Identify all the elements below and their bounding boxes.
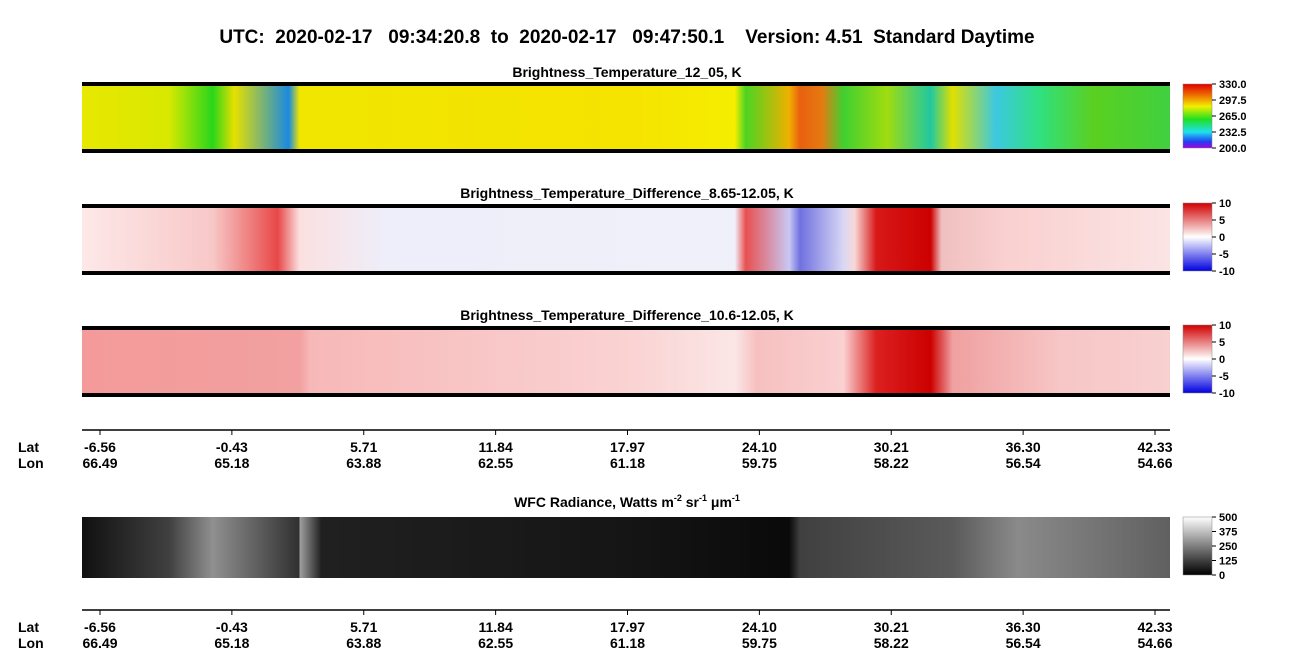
panel-image (82, 517, 1170, 578)
colorbar-label: 10 (1219, 198, 1231, 210)
lon-value: 54.66 (1137, 635, 1172, 651)
panel-title: Brightness_Temperature_Difference_8.65-1… (460, 185, 794, 201)
colorbar-label: 0 (1219, 232, 1225, 244)
lon-value: 62.55 (478, 635, 513, 651)
title-part: -1 (732, 493, 740, 503)
lat-value: 30.21 (874, 439, 909, 455)
lon-value: 62.55 (478, 455, 513, 471)
lat-value: 42.33 (1137, 619, 1172, 635)
lat-value: 17.97 (610, 619, 645, 635)
colorbar (1182, 83, 1213, 149)
colorbar-label: 250 (1219, 541, 1237, 553)
scan-border (82, 204, 1170, 208)
lat-value: 36.30 (1006, 619, 1041, 635)
colorbar (1182, 324, 1213, 394)
lon-value: 58.22 (874, 635, 909, 651)
scan-border (82, 393, 1170, 397)
lat-value: -0.43 (216, 619, 248, 635)
lat-label: Lat (18, 439, 39, 455)
colorbar-label: -5 (1219, 371, 1229, 383)
colorbar-label: 232.5 (1219, 127, 1247, 139)
colorbar-label: 5 (1219, 215, 1225, 227)
title-part: -2 (674, 493, 682, 503)
lon-value: 63.88 (346, 455, 381, 471)
lon-value: 66.49 (82, 635, 117, 651)
lon-value: 65.18 (214, 635, 249, 651)
colorbar-label: -10 (1219, 388, 1235, 400)
lat-value: 24.10 (742, 439, 777, 455)
colorbar-label: -5 (1219, 249, 1229, 261)
lon-value: 61.18 (610, 635, 645, 651)
lon-label: Lon (18, 455, 44, 471)
lon-value: 61.18 (610, 455, 645, 471)
lat-value: 36.30 (1006, 439, 1041, 455)
colorbar-label: 265.0 (1219, 111, 1247, 123)
lon-value: 56.54 (1006, 455, 1041, 471)
lon-value: 65.18 (214, 455, 249, 471)
lat-value: 24.10 (742, 619, 777, 635)
panel-title: Brightness_Temperature_Difference_10.6-1… (460, 307, 794, 323)
lat-value: -0.43 (216, 439, 248, 455)
lat-label: Lat (18, 619, 39, 635)
lat-value: 42.33 (1137, 439, 1172, 455)
colorbar-label: 375 (1219, 527, 1237, 539)
colorbar (1182, 516, 1213, 576)
lat-value: 11.84 (478, 619, 512, 635)
scan-border (82, 271, 1170, 275)
lat-value: 5.71 (350, 439, 377, 455)
panel-image (82, 208, 1170, 271)
lat-value: 17.97 (610, 439, 645, 455)
lon-value: 58.22 (874, 455, 909, 471)
lat-value: 30.21 (874, 619, 909, 635)
panel-image (82, 330, 1170, 393)
scan-border (82, 149, 1170, 153)
colorbar-label: 0 (1219, 570, 1225, 582)
colorbar-label: 200.0 (1219, 143, 1247, 155)
colorbar-label: 0 (1219, 354, 1225, 366)
scan-border (82, 326, 1170, 330)
colorbar-label: -10 (1219, 266, 1235, 278)
panel-title: Brightness_Temperature_12_05, K (512, 64, 741, 80)
title-part: μm (707, 494, 732, 510)
lat-value: 5.71 (350, 619, 377, 635)
lat-value: -6.56 (84, 439, 116, 455)
title-part: -1 (699, 493, 707, 503)
colorbar-label: 125 (1219, 556, 1237, 568)
lat-value: -6.56 (84, 619, 116, 635)
lon-value: 59.75 (742, 635, 777, 651)
colorbar (1182, 202, 1213, 272)
colorbar-label: 500 (1219, 512, 1237, 524)
colorbar-label: 330.0 (1219, 79, 1247, 91)
lon-value: 56.54 (1006, 635, 1041, 651)
panel-title: WFC Radiance, Watts m-2 sr-1 μm-1 (514, 493, 740, 510)
lat-value: 11.84 (478, 439, 512, 455)
lon-value: 54.66 (1137, 455, 1172, 471)
lon-value: 59.75 (742, 455, 777, 471)
title-part: WFC Radiance, Watts m (514, 494, 674, 510)
lon-label: Lon (18, 635, 44, 651)
title-part: sr (682, 494, 700, 510)
panel-image (82, 86, 1170, 149)
colorbar-label: 10 (1219, 320, 1231, 332)
colorbar-label: 5 (1219, 337, 1225, 349)
scan-border (82, 82, 1170, 86)
colorbar-label: 297.5 (1219, 95, 1247, 107)
lon-value: 66.49 (82, 455, 117, 471)
lon-value: 63.88 (346, 635, 381, 651)
page-title: UTC: 2020-02-17 09:34:20.8 to 2020-02-17… (219, 27, 1034, 48)
